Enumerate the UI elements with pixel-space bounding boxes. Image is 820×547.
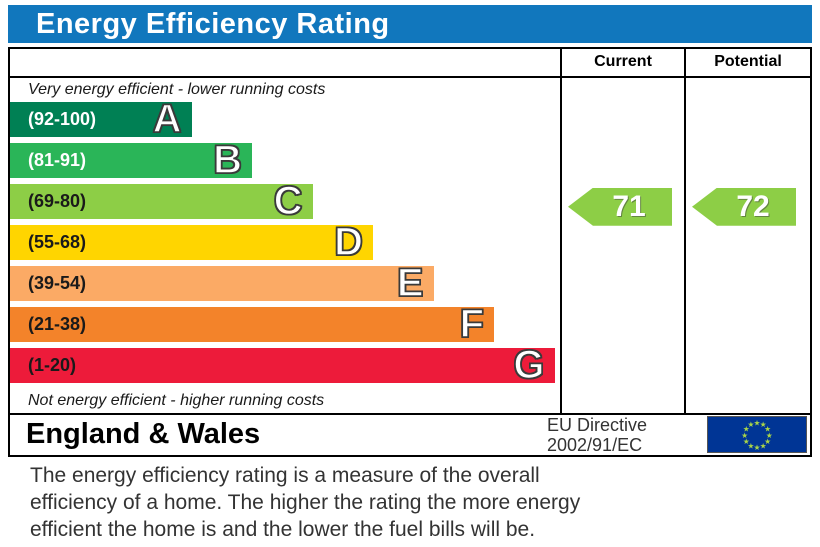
- rating-bands: (92-100) A (81-91) B (69-80) C (55-68) D (39-54)…: [10, 96, 560, 387]
- rating-table: Current Potential Very energy efficient …: [8, 47, 812, 457]
- band-A: (92-100) A: [10, 96, 192, 141]
- current-rating-value: 71: [612, 189, 646, 223]
- band-letter-label: D: [333, 219, 363, 264]
- eu-flag-star: ★: [747, 421, 754, 430]
- band-letter-label: B: [212, 137, 242, 182]
- chart-header-cell: [10, 49, 560, 76]
- band-range-label: (69-80): [28, 190, 87, 211]
- rating-scale-cell: Very energy efficient - lower running co…: [10, 78, 560, 413]
- band-E: (39-54) E: [10, 260, 434, 305]
- band-B: (81-91) B: [10, 137, 252, 182]
- current-column-header: Current: [560, 49, 684, 76]
- chart-title: Energy Efficiency Rating: [36, 7, 390, 40]
- band-F: (21-38) F: [10, 301, 494, 346]
- band-letter-label: G: [513, 342, 546, 387]
- band-range-label: (1-20): [28, 354, 77, 375]
- current-rating-cell: 71: [560, 77, 684, 413]
- band-range-label: (92-100): [28, 108, 97, 129]
- band-D: (55-68) D: [10, 219, 373, 264]
- band-letter-label: C: [273, 178, 303, 223]
- eu-flag-star: ★: [764, 437, 771, 446]
- band-range-label: (39-54): [28, 272, 87, 293]
- band-G: (1-20) G: [10, 342, 555, 387]
- table-footer-row: England & Wales EU Directive 2002/91/EC …: [10, 412, 810, 455]
- eu-directive-line2: 2002/91/EC: [547, 434, 643, 455]
- eu-directive-line1: EU Directive: [547, 414, 648, 435]
- eu-flag-star: ★: [747, 442, 754, 451]
- eu-flag-star: ★: [754, 419, 761, 428]
- table-header-row: Current Potential: [10, 49, 810, 78]
- band-letter-label: A: [152, 96, 182, 141]
- potential-rating-arrow: 72: [692, 187, 796, 226]
- band-range-label: (55-68): [28, 231, 87, 252]
- potential-rating-value: 72: [736, 189, 770, 223]
- eu-flag-star: ★: [764, 425, 771, 434]
- potential-rating-cell: 72: [684, 77, 810, 413]
- region-label: England & Wales: [26, 418, 261, 451]
- eu-flag-star: ★: [766, 431, 773, 440]
- eu-directive-label: EU Directive 2002/91/EC: [547, 415, 707, 455]
- bottom-axis-label: Not energy efficient - higher running co…: [28, 391, 325, 409]
- eu-flag-star: ★: [754, 443, 761, 452]
- eu-flag-star: ★: [760, 421, 767, 430]
- top-axis-label: Very energy efficient - lower running co…: [28, 80, 326, 98]
- band-range-label: (21-38): [28, 313, 87, 334]
- eu-flag-star: ★: [743, 437, 750, 446]
- band-letter-label: E: [396, 260, 424, 305]
- band-letter-label: F: [459, 301, 485, 346]
- eu-flag-star: ★: [743, 425, 750, 434]
- table-body-row: Very energy efficient - lower running co…: [10, 77, 810, 413]
- chart-description: The energy efficiency rating is a measur…: [30, 464, 581, 541]
- band-C: (69-80) C: [10, 178, 313, 223]
- band-range-label: (81-91): [28, 149, 87, 170]
- eu-flag-star: ★: [741, 431, 748, 440]
- chart-title-bar: Energy Efficiency Rating: [8, 5, 812, 43]
- current-rating-arrow: 71: [568, 187, 672, 226]
- eu-flag-icon: ★ ★★★★★★★★★★★: [707, 416, 807, 454]
- eu-flag-star: ★: [760, 442, 767, 451]
- potential-column-header: Potential: [684, 49, 810, 76]
